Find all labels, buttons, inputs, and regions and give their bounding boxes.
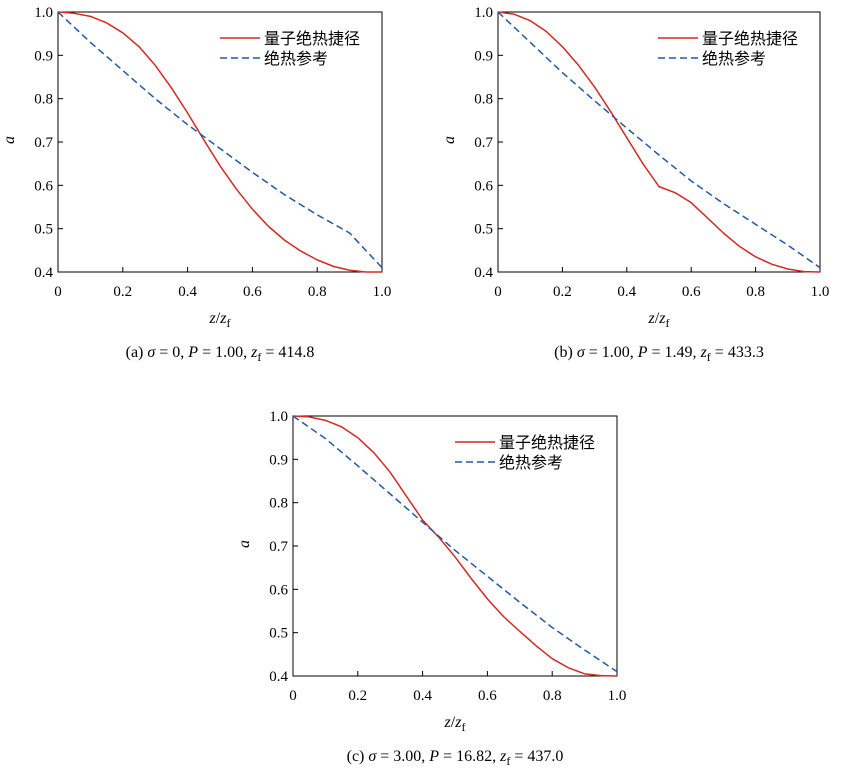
plot-frame	[57, 11, 383, 273]
y-tick-label: 0.7	[34, 135, 53, 151]
x-tick-label: 1.0	[608, 688, 627, 704]
y-tick-label: 0.7	[269, 539, 288, 555]
chart-panel-a: 0 0.2 0.4 0.6 0.8 1.0 0.4 0.5 0.6 0.7 0.8 0.9 1.0 a z/…	[1, 5, 391, 364]
series-line-shortcut	[497, 11, 821, 273]
chart-panel-c: 0 0.2 0.4 0.6 0.8 1.0 0.4 0.5 0.6 0.7 0.8 0.9 1.0 a z/…	[236, 409, 626, 768]
x-axis-label: z/zf	[648, 310, 670, 330]
y-tick-label: 0.5	[34, 222, 53, 238]
y-axis-label: a	[1, 136, 18, 144]
y-tick-label: 0.6	[269, 582, 288, 598]
y-axis-label: a	[236, 540, 253, 548]
plot-frame	[497, 11, 821, 273]
legend-label: 量子绝热捷径	[264, 30, 360, 48]
x-tick-label: 0.2	[348, 688, 367, 704]
x-axis-label: z/zf	[444, 714, 466, 734]
x-axis-label: z/zf	[209, 310, 231, 330]
legend-label: 绝热参考	[702, 50, 766, 68]
x-tick-label: 0.2	[113, 284, 132, 300]
x-tick-label: 0.6	[682, 284, 701, 300]
y-tick-label: 0.8	[474, 92, 493, 108]
y-tick-label: 0.8	[34, 92, 53, 108]
y-tick-label: 0.6	[34, 178, 53, 194]
panel-caption: (a) σ = 0, P = 1.00, zf = 414.8	[126, 344, 315, 364]
x-tick-label: 0.2	[553, 284, 572, 300]
panel-caption: (b) σ = 1.00, P = 1.49, zf = 433.3	[554, 344, 764, 364]
y-tick-label: 1.0	[474, 5, 493, 21]
y-tick-label: 0.6	[474, 178, 493, 194]
y-axis-label: a	[441, 136, 458, 144]
x-tick-label: 0.4	[178, 284, 197, 300]
series-line-adiabatic	[57, 11, 383, 269]
y-tick-label: 0.9	[474, 48, 493, 64]
x-tick-label: 0.6	[243, 284, 262, 300]
chart-panel-b: 0 0.2 0.4 0.6 0.8 1.0 0.4 0.5 0.6 0.7 0.8 0.9 1.0 a z/…	[441, 5, 829, 364]
plot-frame	[292, 415, 618, 677]
y-tick-label: 0.4	[269, 669, 288, 685]
x-tick-label: 0.4	[413, 688, 432, 704]
series-line-adiabatic	[497, 11, 821, 269]
y-tick-label: 1.0	[34, 5, 53, 21]
x-tick-label: 0	[289, 688, 297, 704]
series-line-adiabatic	[292, 415, 618, 673]
x-tick-label: 1.0	[373, 284, 392, 300]
legend-label: 量子绝热捷径	[702, 30, 798, 48]
x-tick-label: 1.0	[811, 284, 830, 300]
y-tick-label: 1.0	[269, 409, 288, 425]
y-tick-label: 0.4	[34, 265, 53, 281]
y-tick-label: 0.5	[474, 222, 493, 238]
series-line-shortcut	[292, 415, 618, 677]
legend-label: 量子绝热捷径	[499, 434, 595, 452]
legend-label: 绝热参考	[264, 50, 328, 68]
x-tick-label: 0.8	[746, 284, 765, 300]
series-line-shortcut	[57, 11, 382, 273]
x-tick-label: 0	[494, 284, 502, 300]
x-tick-label: 0.6	[478, 688, 497, 704]
panel-caption: (c) σ = 3.00, P = 16.82, zf = 437.0	[347, 748, 564, 768]
y-tick-label: 0.9	[34, 48, 53, 64]
x-tick-label: 0	[54, 284, 62, 300]
y-tick-label: 0.8	[269, 496, 288, 512]
x-tick-label: 0.4	[617, 284, 636, 300]
x-tick-label: 0.8	[543, 688, 562, 704]
y-tick-label: 0.5	[269, 626, 288, 642]
y-tick-label: 0.4	[474, 265, 493, 281]
x-tick-label: 0.8	[308, 284, 327, 300]
legend-label: 绝热参考	[499, 454, 563, 472]
y-tick-label: 0.7	[474, 135, 493, 151]
y-tick-label: 0.9	[269, 452, 288, 468]
